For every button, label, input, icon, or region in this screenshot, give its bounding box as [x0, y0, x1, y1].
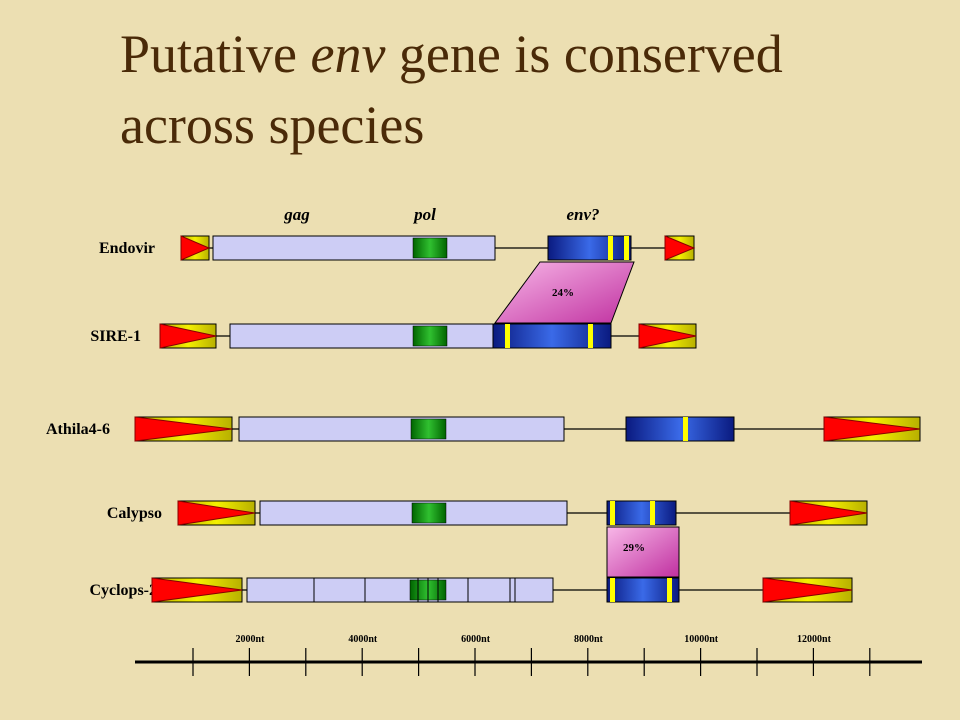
element-label: SIRE-1: [90, 328, 141, 345]
ltr-arrow: [159, 323, 217, 349]
similarity-label: 24%: [552, 287, 574, 299]
env-orf: [492, 323, 612, 349]
element-label: Cyclops-2: [89, 582, 157, 599]
env-motif: [624, 236, 629, 260]
element-label: Calypso: [107, 505, 162, 522]
gag-pol-orf: [212, 235, 496, 261]
gene-label: pol: [412, 205, 436, 224]
ltr-arrow: [638, 323, 697, 349]
gene-label: env?: [566, 205, 599, 224]
element-label: Athila4-6: [46, 421, 110, 438]
env-motif: [683, 417, 688, 441]
env-motif: [650, 501, 655, 525]
scale-label: 8000nt: [574, 634, 604, 645]
env-orf: [547, 235, 632, 261]
scale-label: 12000nt: [797, 634, 832, 645]
similarity-label: 29%: [623, 542, 645, 554]
title-line2: across species: [120, 95, 424, 155]
gene-label: gag: [283, 205, 310, 224]
env-motif: [610, 578, 615, 602]
similarity-band: [606, 526, 680, 578]
scale-label: 4000nt: [348, 634, 378, 645]
ltr-arrow: [823, 416, 921, 442]
pol-domain: [412, 237, 448, 259]
title-line1: Putative env gene is conserved: [120, 24, 783, 84]
scale-label: 2000nt: [236, 634, 266, 645]
env-motif: [608, 236, 613, 260]
ltr-arrow: [762, 577, 853, 603]
scale-label: 6000nt: [461, 634, 491, 645]
ltr-arrow: [180, 235, 211, 261]
env-orf: [625, 416, 735, 442]
similarity-band: [494, 261, 635, 324]
env-orf: [606, 500, 677, 526]
gag-pol-orf: [229, 323, 494, 349]
scale-label: 10000nt: [684, 634, 719, 645]
env-motif: [588, 324, 593, 348]
pol-domain: [410, 418, 447, 440]
env-motif: [610, 501, 615, 525]
gag-pol-orf: [238, 416, 565, 442]
gag-pol-orf: [246, 577, 554, 603]
ltr-arrow: [177, 500, 256, 526]
env-motif: [667, 578, 672, 602]
ltr-arrow: [134, 416, 233, 442]
pol-domain: [411, 502, 447, 524]
env-motif: [505, 324, 510, 348]
ltr-arrow: [789, 500, 868, 526]
pol-domain: [412, 325, 448, 347]
ltr-arrow: [151, 577, 243, 603]
ltr-arrow: [664, 235, 696, 261]
element-label: Endovir: [99, 240, 155, 257]
